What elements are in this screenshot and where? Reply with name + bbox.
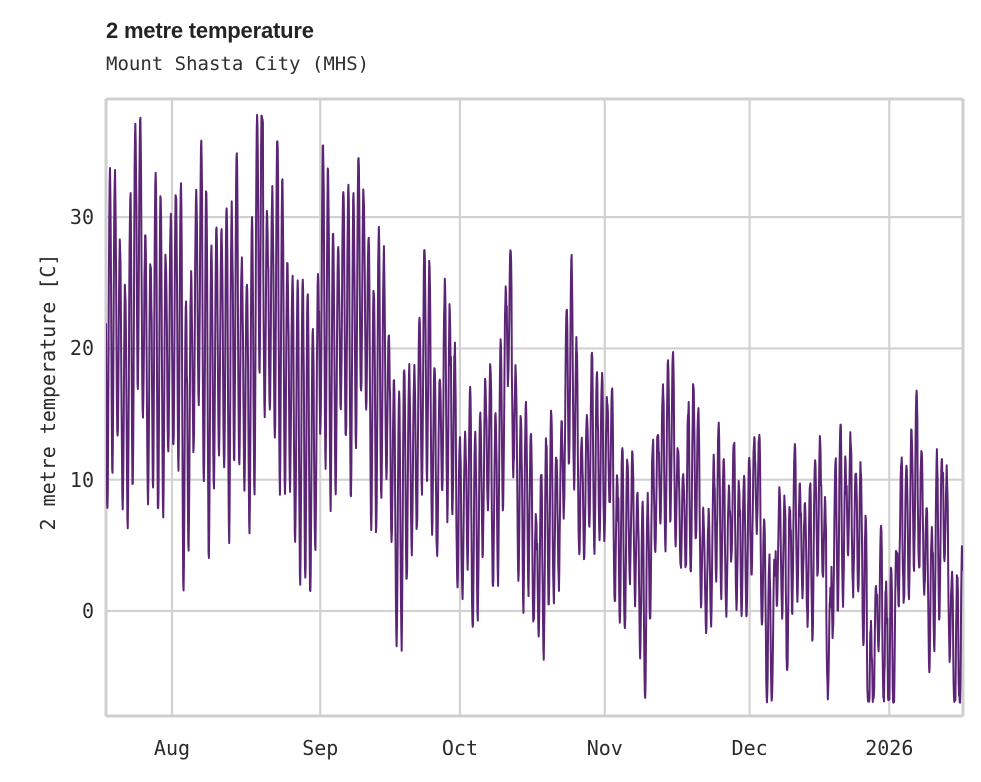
x-tick-label: Oct (441, 736, 478, 760)
x-tick-label: Aug (153, 736, 191, 760)
temperature-series (106, 113, 963, 704)
y-tick-label: 0 (81, 598, 94, 623)
x-tick-label: Nov (586, 736, 623, 760)
plot-border (104, 97, 965, 718)
x-tick-label: Sep (302, 736, 339, 760)
chart-title: 2 metre temperature (106, 18, 314, 43)
x-tick-label: 2026 (865, 736, 914, 760)
y-tick-label: 30 (69, 205, 94, 230)
y-tick-label: 20 (69, 336, 94, 361)
y-tick-label: 10 (69, 467, 94, 492)
chart-subtitle: Mount Shasta City (MHS) (106, 53, 370, 75)
x-tick-label: Dec (731, 736, 768, 760)
y-axis-tick-labels: 0 10 20 30 (30, 0, 94, 782)
